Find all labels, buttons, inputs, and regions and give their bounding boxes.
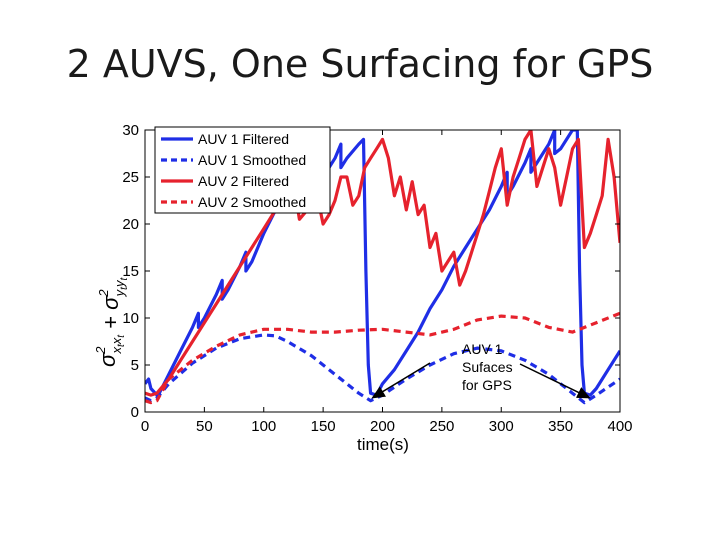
- x-tick-label: 350: [548, 418, 573, 435]
- x-tick-label: 0: [141, 418, 149, 435]
- x-tick-label: 50: [196, 418, 213, 435]
- legend-box: [154, 126, 331, 214]
- x-tick-label: 100: [251, 418, 276, 435]
- y-tick-label: 10: [122, 310, 139, 327]
- series-group: [145, 130, 620, 405]
- slide-title: 2 AUVS, One Surfacing for GPS: [66, 42, 654, 86]
- y-tick-label: 30: [122, 122, 139, 139]
- annotation-text: for GPS: [462, 377, 512, 393]
- legend-label: AUV 2 Filtered: [198, 173, 289, 189]
- y-tick-label: 25: [122, 169, 139, 186]
- y-tick-label: 5: [131, 357, 139, 374]
- x-tick-label: 400: [607, 418, 632, 435]
- x-tick-label: 250: [429, 418, 454, 435]
- x-tick-label: 300: [489, 418, 514, 435]
- y-tick-label: 20: [122, 216, 139, 233]
- series-line-auv-2-filtered: [145, 130, 620, 397]
- legend-label: AUV 1 Filtered: [198, 131, 289, 147]
- series-line-auv-1-filtered: [145, 130, 620, 397]
- x-tick-label: 150: [311, 418, 336, 435]
- legend-label: AUV 1 Smoothed: [198, 152, 306, 168]
- annotation-text: Sufaces: [462, 359, 513, 375]
- y-tick-label: 0: [131, 404, 139, 421]
- x-axis-label: time(s): [357, 435, 409, 454]
- legend-label: AUV 2 Smoothed: [198, 194, 306, 210]
- tick-labels: 0 50 100 150 200 250 300 350 400 0 5 10 15 20 25 30: [122, 122, 632, 435]
- annotation: AUV 1 Sufaces for GPS: [371, 341, 591, 399]
- annotation-arrow: [371, 362, 431, 399]
- legend: AUV 1 Filtered AUV 1 Smoothed AUV 2 Filter…: [154, 126, 331, 214]
- annotation-text: AUV 1: [462, 341, 503, 357]
- series-line-auv-1-smoothed: [145, 333, 620, 405]
- x-tick-label: 200: [370, 418, 395, 435]
- series-line-auv-2-smoothed: [145, 311, 620, 405]
- annotation-arrow: [519, 363, 591, 399]
- y-tick-label: 15: [122, 263, 139, 280]
